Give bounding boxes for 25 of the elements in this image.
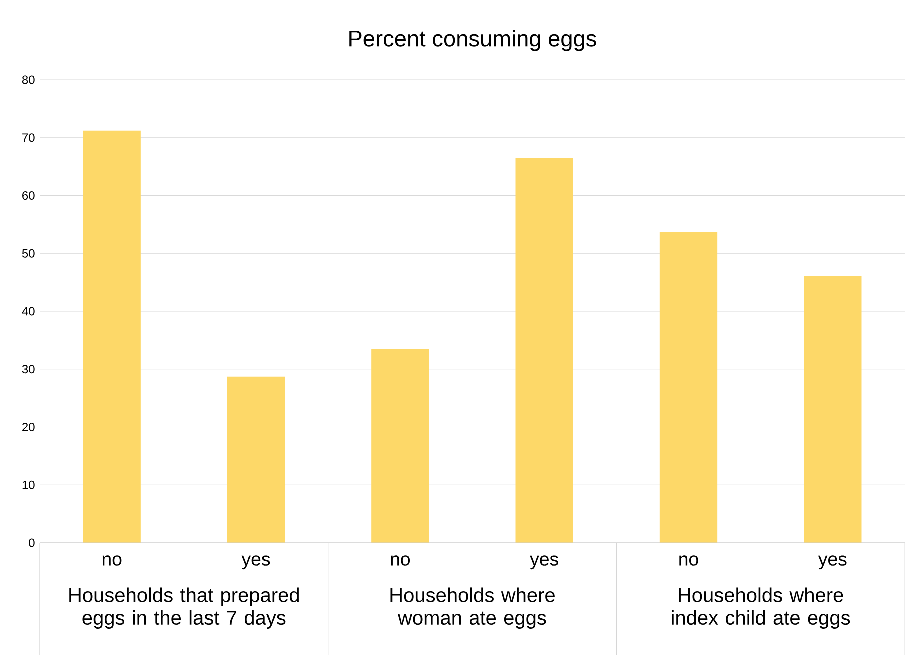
bar <box>660 232 718 543</box>
y-tick-label: 50 <box>22 249 35 258</box>
bar <box>227 376 286 543</box>
text: Households where index child ate eggs <box>672 588 850 629</box>
x-tick-label: no <box>102 556 122 566</box>
y-tick-label: 30 <box>22 365 35 374</box>
bar <box>83 130 141 543</box>
bar <box>516 158 574 543</box>
y-tick-label: 80 <box>22 76 35 84</box>
text: Households that prepared eggs in the last 7 days <box>70 588 300 629</box>
text: Households where woman ate eggs <box>390 588 555 629</box>
y-tick-label: 0 <box>29 538 35 548</box>
y-tick-label: 40 <box>22 307 35 316</box>
y-tick-label: 60 <box>22 191 35 200</box>
x-tick-label: yes <box>818 556 847 570</box>
bar <box>372 349 430 543</box>
bar <box>804 276 862 543</box>
x-tick-label: yes <box>530 556 558 570</box>
y-tick-label: 10 <box>22 480 35 490</box>
x-tick-label: no <box>680 556 698 566</box>
x-tick-label: yes <box>242 556 270 570</box>
y-tick-label: 20 <box>22 422 35 432</box>
y-tick-label: 70 <box>22 134 35 142</box>
x-tick-label: no <box>391 556 410 566</box>
chart-title: Percent consuming eggs <box>350 30 596 52</box>
